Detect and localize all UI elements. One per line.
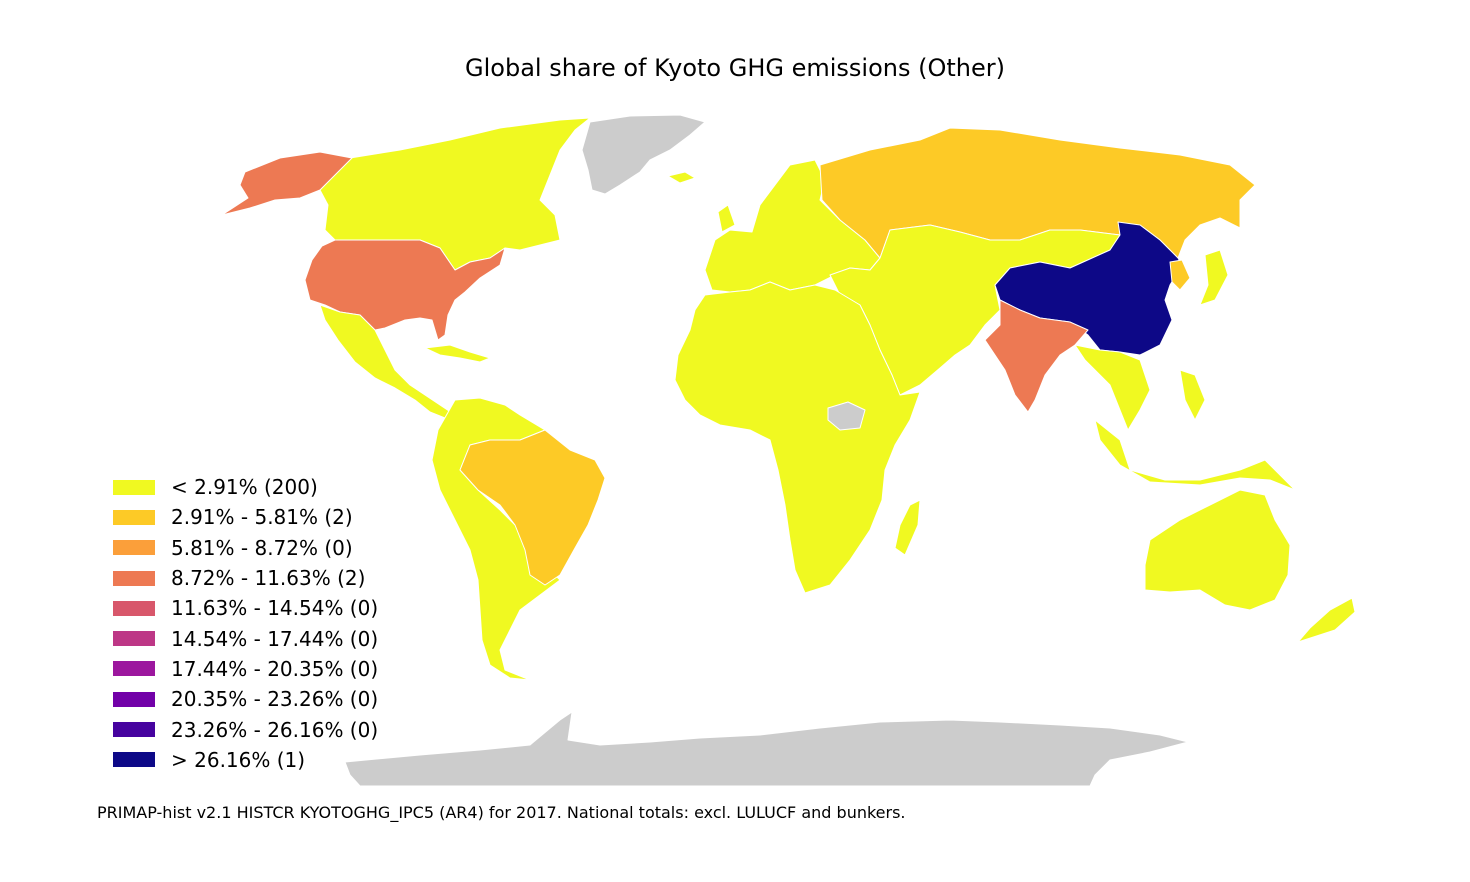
legend-item-6: 17.44% - 20.35% (0) xyxy=(113,654,378,684)
legend-label-7: 20.35% - 23.26% (0) xyxy=(171,687,379,712)
region-united-states xyxy=(304,239,506,341)
region-india xyxy=(984,299,1089,413)
region-uk xyxy=(717,204,736,233)
legend-label-2: 5.81% - 8.72% (0) xyxy=(171,535,353,560)
legend-swatch-0 xyxy=(113,479,155,495)
legend-swatch-5 xyxy=(113,631,155,647)
legend-label-8: 23.26% - 26.16% (0) xyxy=(171,717,379,742)
region-greenland xyxy=(581,114,706,195)
legend-label-5: 14.54% - 17.44% (0) xyxy=(171,626,379,651)
legend-swatch-8 xyxy=(113,722,155,738)
legend-label-9: > 26.16% (1) xyxy=(171,747,306,772)
legend-item-4: 11.63% - 14.54% (0) xyxy=(113,593,378,623)
legend-swatch-2 xyxy=(113,540,155,556)
legend-swatch-3 xyxy=(113,570,155,586)
region-indonesia xyxy=(1094,419,1296,491)
legend-item-8: 23.26% - 26.16% (0) xyxy=(113,714,378,744)
legend: < 2.91% (200) 2.91% - 5.81% (2) 5.81% - … xyxy=(113,472,378,775)
region-caribbean xyxy=(424,344,491,363)
legend-label-6: 17.44% - 20.35% (0) xyxy=(171,656,379,681)
legend-swatch-4 xyxy=(113,600,155,616)
region-brazil xyxy=(459,429,606,586)
legend-item-1: 2.91% - 5.81% (2) xyxy=(113,502,378,532)
legend-swatch-6 xyxy=(113,661,155,677)
region-iceland xyxy=(667,171,696,184)
legend-item-9: > 26.16% (1) xyxy=(113,745,378,775)
region-korea xyxy=(1169,259,1191,291)
region-australia xyxy=(1144,489,1291,611)
legend-label-1: 2.91% - 5.81% (2) xyxy=(171,505,353,530)
legend-label-3: 8.72% - 11.63% (2) xyxy=(171,566,366,591)
region-philippines xyxy=(1179,369,1206,421)
legend-item-5: 14.54% - 17.44% (0) xyxy=(113,623,378,653)
region-japan xyxy=(1199,249,1229,306)
source-note: PRIMAP-hist v2.1 HISTCR KYOTOGHG_IPC5 (A… xyxy=(97,803,906,822)
region-madagascar xyxy=(894,499,921,556)
region-antarctica xyxy=(344,711,1189,787)
legend-item-0: < 2.91% (200) xyxy=(113,472,378,502)
region-south-sudan xyxy=(827,401,866,431)
legend-label-0: < 2.91% (200) xyxy=(171,475,318,500)
region-alaska xyxy=(221,151,353,216)
legend-item-2: 5.81% - 8.72% (0) xyxy=(113,533,378,563)
legend-swatch-1 xyxy=(113,509,155,525)
region-southeast-asia xyxy=(1074,344,1151,431)
legend-item-3: 8.72% - 11.63% (2) xyxy=(113,563,378,593)
legend-item-7: 20.35% - 23.26% (0) xyxy=(113,684,378,714)
legend-swatch-9 xyxy=(113,752,155,768)
legend-label-4: 11.63% - 14.54% (0) xyxy=(171,596,379,621)
map-title: Global share of Kyoto GHG emissions (Oth… xyxy=(465,54,1005,82)
region-africa xyxy=(674,281,921,594)
region-new-zealand xyxy=(1297,597,1356,643)
legend-swatch-7 xyxy=(113,691,155,707)
